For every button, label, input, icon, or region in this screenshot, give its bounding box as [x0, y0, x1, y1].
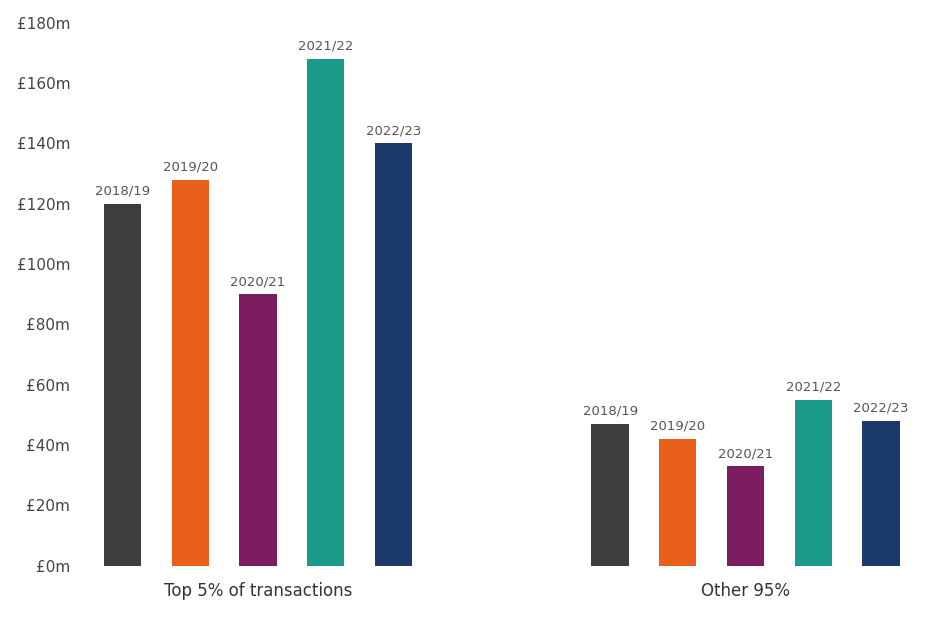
Text: 2018/19: 2018/19 — [582, 405, 637, 418]
Text: 2021/22: 2021/22 — [784, 381, 840, 394]
Bar — [659, 439, 696, 566]
Bar — [862, 421, 899, 566]
Bar — [794, 400, 831, 566]
Bar — [591, 424, 628, 566]
Bar — [239, 294, 277, 566]
Bar — [104, 204, 141, 566]
Text: 2020/21: 2020/21 — [717, 447, 772, 460]
Bar — [375, 143, 412, 566]
Text: 2018/19: 2018/19 — [95, 184, 150, 197]
Text: 2020/21: 2020/21 — [230, 275, 285, 288]
Text: 2022/23: 2022/23 — [365, 124, 421, 138]
Bar — [726, 466, 764, 566]
Text: 2021/22: 2021/22 — [297, 40, 353, 53]
Text: 2019/20: 2019/20 — [649, 420, 704, 433]
Text: 2022/23: 2022/23 — [852, 402, 908, 415]
Text: 2019/20: 2019/20 — [162, 160, 218, 173]
Bar — [307, 59, 344, 566]
Bar — [172, 180, 209, 566]
